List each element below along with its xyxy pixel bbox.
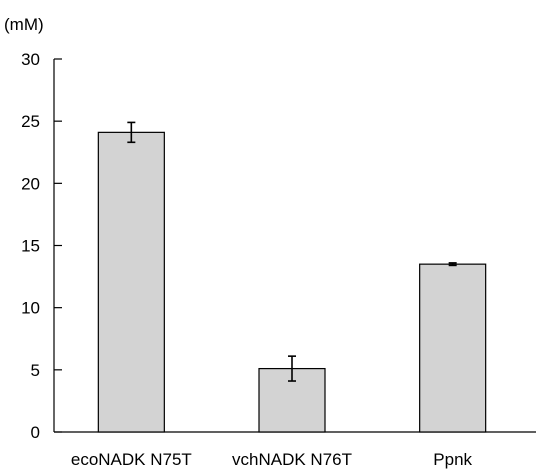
y-tick-label: 30 (21, 50, 40, 69)
y-axis-unit-label: (mM) (4, 15, 44, 34)
y-tick-label: 20 (21, 174, 40, 193)
y-tick-label: 0 (31, 423, 40, 442)
x-category-label: vchNADK N76T (232, 450, 352, 469)
y-tick-label: 10 (21, 299, 40, 318)
bar (97, 131, 165, 433)
bar (419, 263, 487, 433)
x-category-label: Ppnk (433, 450, 472, 469)
error-bars (127, 121, 457, 382)
y-tick-label: 25 (21, 112, 40, 131)
x-category-labels: ecoNADK N75T vchNADK N76T Ppnk (71, 450, 473, 469)
y-tick-label: 5 (31, 361, 40, 380)
y-ticks: 0 5 10 15 20 25 30 (21, 50, 62, 442)
bars (97, 131, 487, 433)
y-tick-label: 15 (21, 237, 40, 256)
x-category-label: ecoNADK N75T (71, 450, 192, 469)
